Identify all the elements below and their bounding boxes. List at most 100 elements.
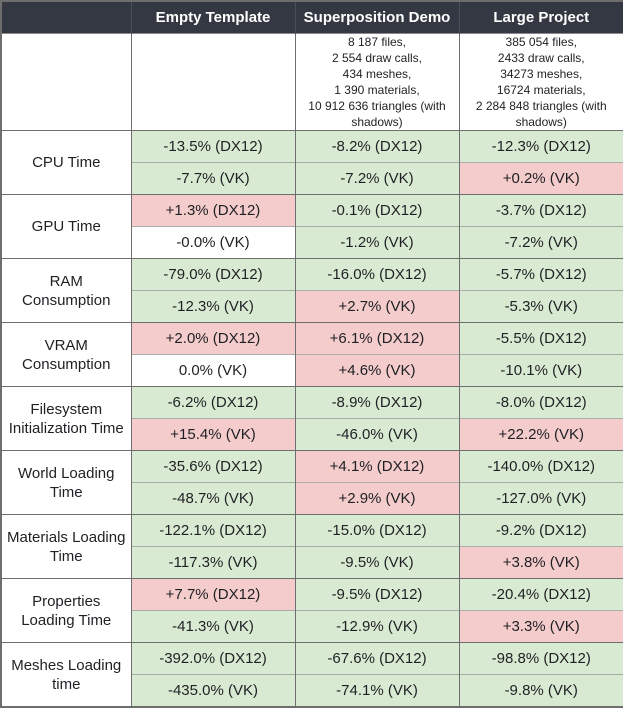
metric-cell: -98.8% (DX12) [458,642,623,675]
metric-cell: -117.3% (VK) [130,546,295,579]
stat-line: shadows) [351,115,403,129]
metric-cell: -0.0% (VK) [130,226,295,259]
table-row: -41.3% (VK) -12.9% (VK) +3.3% (VK) [1,610,623,643]
row-label-filesystem-initialization-time: Filesystem Initialization Time [1,386,131,451]
metric-cell: +2.9% (VK) [294,482,459,515]
scene-stats-empty-template [130,33,295,131]
metric-cell: +3.3% (VK) [458,610,623,643]
header-row: Empty Template Superposition Demo Large … [1,1,623,34]
metric-cell: -48.7% (VK) [130,482,295,515]
table-row: +15.4% (VK) -46.0% (VK) +22.2% (VK) [1,418,623,451]
metric-cell: -122.1% (DX12) [130,514,295,547]
metric-cell: -12.3% (DX12) [458,130,623,163]
metric-cell: -9.5% (DX12) [294,578,459,611]
metric-cell: -5.5% (DX12) [458,322,623,355]
metric-cell: +2.7% (VK) [294,290,459,323]
metric-cell: -20.4% (DX12) [458,578,623,611]
table-row: Properties Loading Time +7.7% (DX12) -9.… [1,578,623,643]
metric-cell: -8.9% (DX12) [294,386,459,419]
table-row: RAM Consumption -79.0% (DX12) -16.0% (DX… [1,258,623,323]
row-label-world-loading-time: World Loading Time [1,450,131,515]
row-label-ram-consumption: RAM Consumption [1,258,131,323]
metric-cell: -74.1% (VK) [294,674,459,707]
table-row: GPU Time +1.3% (DX12) -0.1% (DX12) -3.7%… [1,194,623,259]
metric-cell: -392.0% (DX12) [130,642,295,675]
metric-cell: -15.0% (DX12) [294,514,459,547]
table-row: Materials Loading Time -122.1% (DX12) -1… [1,514,623,579]
table-row: -0.0% (VK) -1.2% (VK) -7.2% (VK) [1,226,623,259]
metric-cell: -41.3% (VK) [130,610,295,643]
table-row: World Loading Time -35.6% (DX12) +4.1% (… [1,450,623,515]
stat-line: 2 554 draw calls, [331,51,423,65]
table-row: -117.3% (VK) -9.5% (VK) +3.8% (VK) [1,546,623,579]
metric-cell: -9.8% (VK) [458,674,623,707]
metric-cell: -127.0% (VK) [458,482,623,515]
metric-cell: -5.3% (VK) [458,290,623,323]
metric-cell: +3.8% (VK) [458,546,623,579]
metric-cell: -12.9% (VK) [294,610,459,643]
row-label-materials-loading-time: Materials Loading Time [1,514,131,579]
metric-cell: +4.1% (DX12) [294,450,459,483]
metric-cell: +1.3% (DX12) [130,194,295,227]
column-header-large-project: Large Project [458,1,623,34]
metric-cell: -140.0% (DX12) [458,450,623,483]
metric-cell: +0.2% (VK) [458,162,623,195]
table-row: -7.7% (VK) -7.2% (VK) +0.2% (VK) [1,162,623,195]
table-row: -12.3% (VK) +2.7% (VK) -5.3% (VK) [1,290,623,323]
stat-line: shadows) [515,115,567,129]
metric-cell: -7.2% (VK) [294,162,459,195]
scene-stats-row: 8 187 files, 2 554 draw calls, 434 meshe… [1,33,623,131]
metric-cell: -7.7% (VK) [130,162,295,195]
metric-cell: +4.6% (VK) [294,354,459,387]
stat-line: 385 054 files, [505,35,577,49]
metric-cell: -1.2% (VK) [294,226,459,259]
table-row: -48.7% (VK) +2.9% (VK) -127.0% (VK) [1,482,623,515]
scene-stats-label-cell [1,33,131,131]
stat-line: 2433 draw calls, [497,51,585,65]
metric-cell: -16.0% (DX12) [294,258,459,291]
scene-stats-superposition-demo: 8 187 files, 2 554 draw calls, 434 meshe… [294,33,459,131]
row-label-cpu-time: CPU Time [1,130,131,195]
stat-line: 1 390 materials, [334,83,420,97]
metric-cell: 0.0% (VK) [130,354,295,387]
metric-cell: -35.6% (DX12) [130,450,295,483]
table-row: Meshes Loading time -392.0% (DX12) -67.6… [1,642,623,707]
metric-cell: -8.0% (DX12) [458,386,623,419]
stat-line: 434 meshes, [342,67,412,81]
row-label-properties-loading-time: Properties Loading Time [1,578,131,643]
metric-cell: -12.3% (VK) [130,290,295,323]
metric-cell: +15.4% (VK) [130,418,295,451]
table-row: VRAM Consumption +2.0% (DX12) +6.1% (DX1… [1,322,623,387]
stat-line: 8 187 files, [347,35,407,49]
column-header-empty-template: Empty Template [130,1,295,34]
row-label-meshes-loading-time: Meshes Loading time [1,642,131,707]
stat-line: 10 912 636 triangles (with [308,99,446,113]
table-row: 0.0% (VK) +4.6% (VK) -10.1% (VK) [1,354,623,387]
stat-line: 34273 meshes, [500,67,583,81]
metric-cell: -5.7% (DX12) [458,258,623,291]
metric-cell: -6.2% (DX12) [130,386,295,419]
stat-line: 16724 materials, [496,83,586,97]
metric-cell: -10.1% (VK) [458,354,623,387]
metric-cell: +7.7% (DX12) [130,578,295,611]
metric-cell: -8.2% (DX12) [294,130,459,163]
stat-line: 2 284 848 triangles (with [475,99,607,113]
metric-cell: -9.5% (VK) [294,546,459,579]
metric-cell: -46.0% (VK) [294,418,459,451]
metric-cell: -79.0% (DX12) [130,258,295,291]
table-row: -435.0% (VK) -74.1% (VK) -9.8% (VK) [1,674,623,707]
metric-cell: -435.0% (VK) [130,674,295,707]
row-label-vram-consumption: VRAM Consumption [1,322,131,387]
corner-cell [1,1,131,34]
metric-cell: -67.6% (DX12) [294,642,459,675]
metric-cell: +22.2% (VK) [458,418,623,451]
row-label-gpu-time: GPU Time [1,194,131,259]
scene-stats-large-project: 385 054 files, 2433 draw calls, 34273 me… [458,33,623,131]
table-row: CPU Time -13.5% (DX12) -8.2% (DX12) -12.… [1,130,623,195]
table-row: Filesystem Initialization Time -6.2% (DX… [1,386,623,451]
metric-cell: -13.5% (DX12) [130,130,295,163]
metric-cell: -3.7% (DX12) [458,194,623,227]
column-header-superposition-demo: Superposition Demo [294,1,459,34]
metric-cell: -0.1% (DX12) [294,194,459,227]
